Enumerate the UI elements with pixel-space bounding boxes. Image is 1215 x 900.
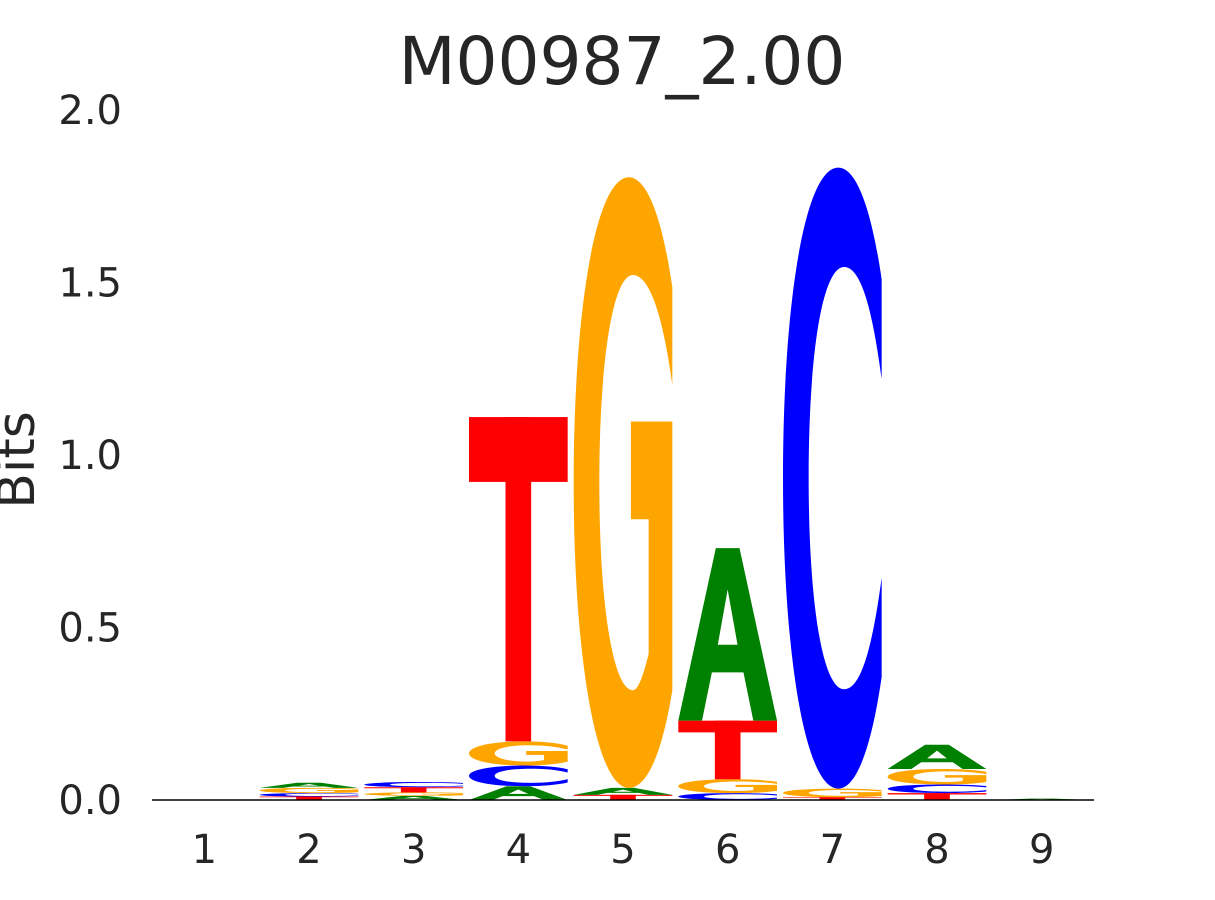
logo-letter-A: [469, 786, 568, 800]
x-tick-label: 2: [296, 827, 321, 873]
y-tick-label: 1.5: [58, 261, 122, 307]
y-axis-ticks: 0.0 0.5 1.0 1.5 2.0: [58, 88, 122, 824]
x-axis-ticks: 1 2 3 4 5 6 7 8 9: [192, 827, 1055, 873]
logo-letter-G: [364, 792, 463, 796]
logo-letter-T: [887, 793, 987, 800]
logo-letter-G: [678, 779, 777, 794]
logo-letter-G: [469, 741, 568, 766]
x-tick-label: 3: [401, 827, 426, 873]
logo-letter-A: [887, 744, 987, 769]
logo-letter-G: [783, 788, 882, 798]
letter-stacks: [259, 167, 1091, 800]
logo-letter-A: [678, 548, 777, 721]
x-tick-label: 7: [820, 827, 845, 873]
logo-letter-A: [364, 795, 463, 800]
logo-letter-T: [364, 787, 463, 793]
logo-letter-C: [259, 793, 359, 797]
x-tick-label: 1: [192, 827, 217, 873]
y-tick-label: 0.0: [58, 778, 122, 824]
x-tick-label: 4: [506, 827, 531, 873]
logo-letter-C: [783, 167, 882, 789]
x-tick-label: 8: [924, 827, 949, 873]
y-tick-label: 1.0: [58, 433, 122, 479]
y-axis-label: Bits: [0, 411, 47, 509]
logo-letter-C: [469, 765, 568, 787]
logo-letter-C: [678, 793, 777, 800]
logo-letter-A: [573, 787, 673, 795]
logo-letter-T: [678, 720, 777, 780]
logo-letter-C: [887, 784, 987, 794]
y-tick-label: 2.0: [58, 88, 122, 134]
logo-letter-G: [573, 177, 673, 788]
logo-letter-A: [259, 782, 359, 788]
logo-letter-C: [364, 782, 463, 788]
x-tick-label: 5: [610, 827, 635, 873]
logo-letter-G: [887, 768, 987, 785]
x-tick-label: 6: [715, 827, 740, 873]
logo-letter-T: [783, 797, 882, 800]
x-tick-label: 9: [1029, 827, 1054, 873]
logo-letter-T: [573, 794, 673, 800]
logo-letter-G: [259, 787, 359, 794]
y-tick-label: 0.5: [58, 606, 122, 652]
chart-title: M00987_2.00: [399, 23, 846, 100]
logo-letter-T: [259, 796, 359, 800]
logo-letter-T: [469, 417, 568, 742]
